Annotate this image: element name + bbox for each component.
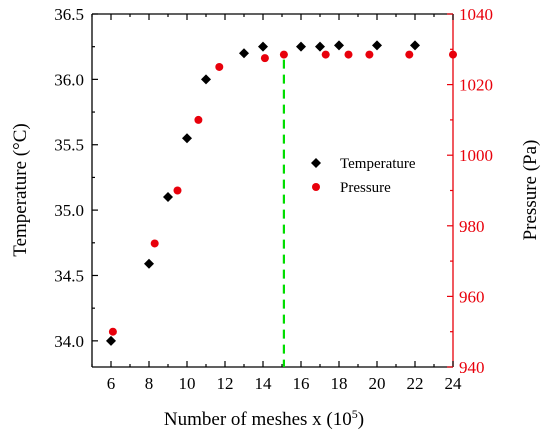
temperature-point [372,40,382,51]
x-tick-label: 18 [331,374,348,393]
pressure-point [321,50,330,59]
data-marks [106,40,457,346]
y-left-tick-label: 35.5 [54,136,84,155]
temperature-point [201,74,211,85]
x-tick-label: 14 [255,374,273,393]
pressure-point [150,239,159,248]
y-axis-right-label: Pressure (Pa) [520,140,541,241]
x-tick-label: 6 [107,374,116,393]
y-axis-left-label: Temperature (°C) [10,123,31,256]
pressure-point [365,50,374,59]
x-tick-label: 24 [445,374,463,393]
pressure-point [108,327,117,336]
x-tick-label: 10 [179,374,196,393]
y-right-tick-label: 1020 [459,76,493,95]
legend-label-pressure: Pressure [340,180,391,196]
temperature-point [296,41,306,52]
x-tick-label: 8 [145,374,154,393]
x-axis-label: Number of meshes x (105) [164,407,364,430]
y-left-tick-label: 34.0 [54,332,84,351]
temperature-point [106,335,116,346]
x-tick-label: 12 [217,374,234,393]
y-left-tick-label: 35.0 [54,201,84,220]
legend-temperature-marker [311,158,321,168]
pressure-point [405,50,414,59]
x-tick-label: 16 [293,374,310,393]
temperature-point [239,48,249,59]
y-right-tick-label: 960 [459,287,485,306]
x-tick-label: 22 [407,374,424,393]
pressure-point [279,50,288,59]
temperature-point [163,192,173,203]
pressure-point [449,50,457,59]
pressure-point [173,186,182,195]
temperature-point [315,41,325,52]
y-left-tick-label: 34.5 [54,266,84,285]
legend-label-temperature: Temperature [340,156,416,172]
y-right-tick-label: 1000 [459,146,493,165]
ticks: 6 8 10 12 14 16 18 20 22 24 34.0 34.5 35.0 35.5 36.0 36… [54,5,493,393]
temperature-point [144,258,154,269]
temperature-point [182,133,192,144]
temperature-point [258,41,268,52]
legend-pressure-marker [312,183,320,191]
temperature-point [410,40,420,51]
y-left-tick-label: 36.5 [54,5,84,24]
temperature-point [334,40,344,51]
pressure-point [344,50,353,59]
legend: Temperature Pressure [311,156,416,196]
axes [91,13,454,368]
y-right-tick-label: 940 [459,358,485,377]
pressure-point [215,62,224,71]
y-right-tick-label: 1040 [459,5,493,24]
y-right-tick-label: 980 [459,217,485,236]
pressure-point [260,54,269,63]
y-left-tick-label: 36.0 [54,70,84,89]
x-tick-label: 20 [369,374,386,393]
pressure-point [194,115,203,124]
